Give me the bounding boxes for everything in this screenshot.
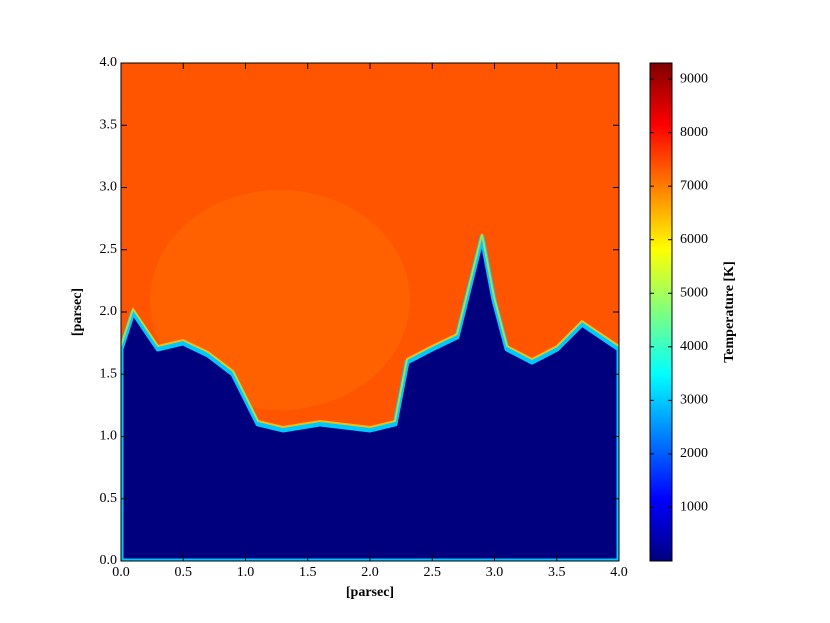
warm-patch [150,190,410,410]
x-tick-label: 2.0 [361,565,379,580]
y-tick-label: 4.0 [100,55,118,70]
x-axis-label: [parsec] [346,585,394,600]
colorbar-tick-label: 3000 [680,393,708,408]
x-tick-label: 0.0 [112,565,130,580]
colorbar-label: Temperature [K] [722,261,737,362]
colorbar-tick-label: 8000 [680,125,708,140]
x-tick-label: 3.5 [548,565,566,580]
y-tick-label: 1.0 [100,429,118,444]
colorbar-tick-label: 1000 [680,500,708,515]
cold-region [121,234,619,561]
y-axis-label: [parsec] [70,288,85,336]
x-tick-label: 1.5 [299,565,317,580]
y-tick-label: 2.5 [100,242,118,257]
colorbar-tick-label: 5000 [680,285,708,300]
y-tick-label: 2.0 [100,304,118,319]
x-tick-label: 3.0 [486,565,504,580]
x-tick-label: 2.5 [424,565,442,580]
y-tick-label: 0.0 [100,553,118,568]
colorbar-tick-label: 2000 [680,446,708,461]
colorbar-tick-label: 9000 [680,71,708,86]
colorbar [649,62,673,562]
y-tick-label: 0.5 [100,491,118,506]
colorbar-tick-label: 6000 [680,232,708,247]
y-tick-label: 3.5 [100,117,118,132]
x-tick-label: 4.0 [610,565,628,580]
front-edge [121,233,619,429]
x-tick-label: 1.0 [237,565,255,580]
y-tick-label: 3.0 [100,180,118,195]
x-tick-label: 0.5 [175,565,193,580]
image [121,63,619,561]
colorbar-tick-label: 4000 [680,339,708,354]
y-tick-label: 1.5 [100,366,118,381]
colorbar-tick-label: 7000 [680,178,708,193]
